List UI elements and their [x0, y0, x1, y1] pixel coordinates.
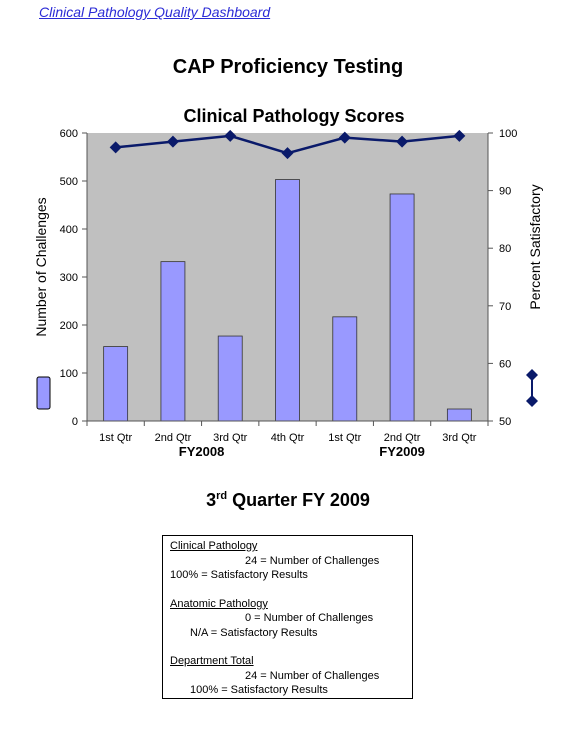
dashboard-link[interactable]: Clinical Pathology Quality Dashboard [39, 4, 271, 20]
y-tick-label: 200 [60, 320, 78, 332]
group-label: FY2009 [379, 444, 425, 459]
line-marker [109, 141, 122, 154]
bar [446, 408, 472, 422]
category-label: 1st Qtr [99, 432, 132, 444]
y2-tick-label: 90 [499, 186, 511, 198]
category-label: 3rd Qtr [213, 432, 248, 444]
y-tick-label: 0 [72, 416, 78, 428]
y-tick-label: 300 [60, 272, 78, 284]
y-tick-label: 100 [60, 368, 78, 380]
legend-bar-swatch [36, 376, 51, 410]
y2-tick-label: 50 [499, 416, 511, 428]
line-marker [338, 131, 351, 144]
bar [103, 346, 129, 422]
category-label: 3rd Qtr [442, 432, 477, 444]
page-title: CAP Proficiency Testing [172, 56, 404, 78]
bar [275, 179, 300, 422]
bar [217, 335, 243, 422]
category-label: 2nd Qtr [384, 432, 421, 444]
line-marker [453, 129, 466, 142]
group-label: FY2008 [179, 444, 225, 459]
y-tick-label: 500 [60, 176, 78, 188]
chart-title: Clinical Pathology Scores [183, 106, 404, 126]
y2-tick-label: 80 [499, 243, 511, 255]
summary-department-total: Department Total 24 = Number of Challeng… [170, 655, 380, 696]
legend-line-swatch [526, 369, 538, 407]
y-tick-label: 400 [60, 224, 78, 236]
bar [160, 261, 186, 422]
quarter-summary: Clinical Pathology 24 = Number of Challe… [162, 535, 413, 699]
y2-axis-label: Percent Satisfactory [527, 184, 543, 309]
line-marker [281, 147, 294, 160]
category-label: 4th Qtr [271, 432, 305, 444]
y2-tick-label: 60 [499, 358, 511, 370]
bar [389, 193, 415, 422]
y-tick-label: 600 [60, 128, 78, 140]
line-marker [396, 135, 409, 148]
y2-tick-label: 70 [499, 301, 511, 313]
quarter-title: 3rd Quarter FY 2009 [206, 490, 370, 510]
clinical-pathology-chart: Clinical Pathology Scores 0 100 200 300 400 5… [33, 106, 543, 459]
category-label: 1st Qtr [328, 432, 361, 444]
line-marker [166, 135, 179, 148]
summary-clinical-pathology: Clinical Pathology 24 = Number of Challe… [170, 540, 380, 581]
bar [332, 316, 358, 422]
line-marker [224, 129, 237, 142]
y-axis-label: Number of Challenges [33, 197, 49, 336]
y2-tick-label: 100 [499, 128, 517, 140]
summary-anatomic-pathology: Anatomic Pathology 0 = Number of Challen… [170, 597, 374, 639]
category-label: 2nd Qtr [155, 432, 192, 444]
